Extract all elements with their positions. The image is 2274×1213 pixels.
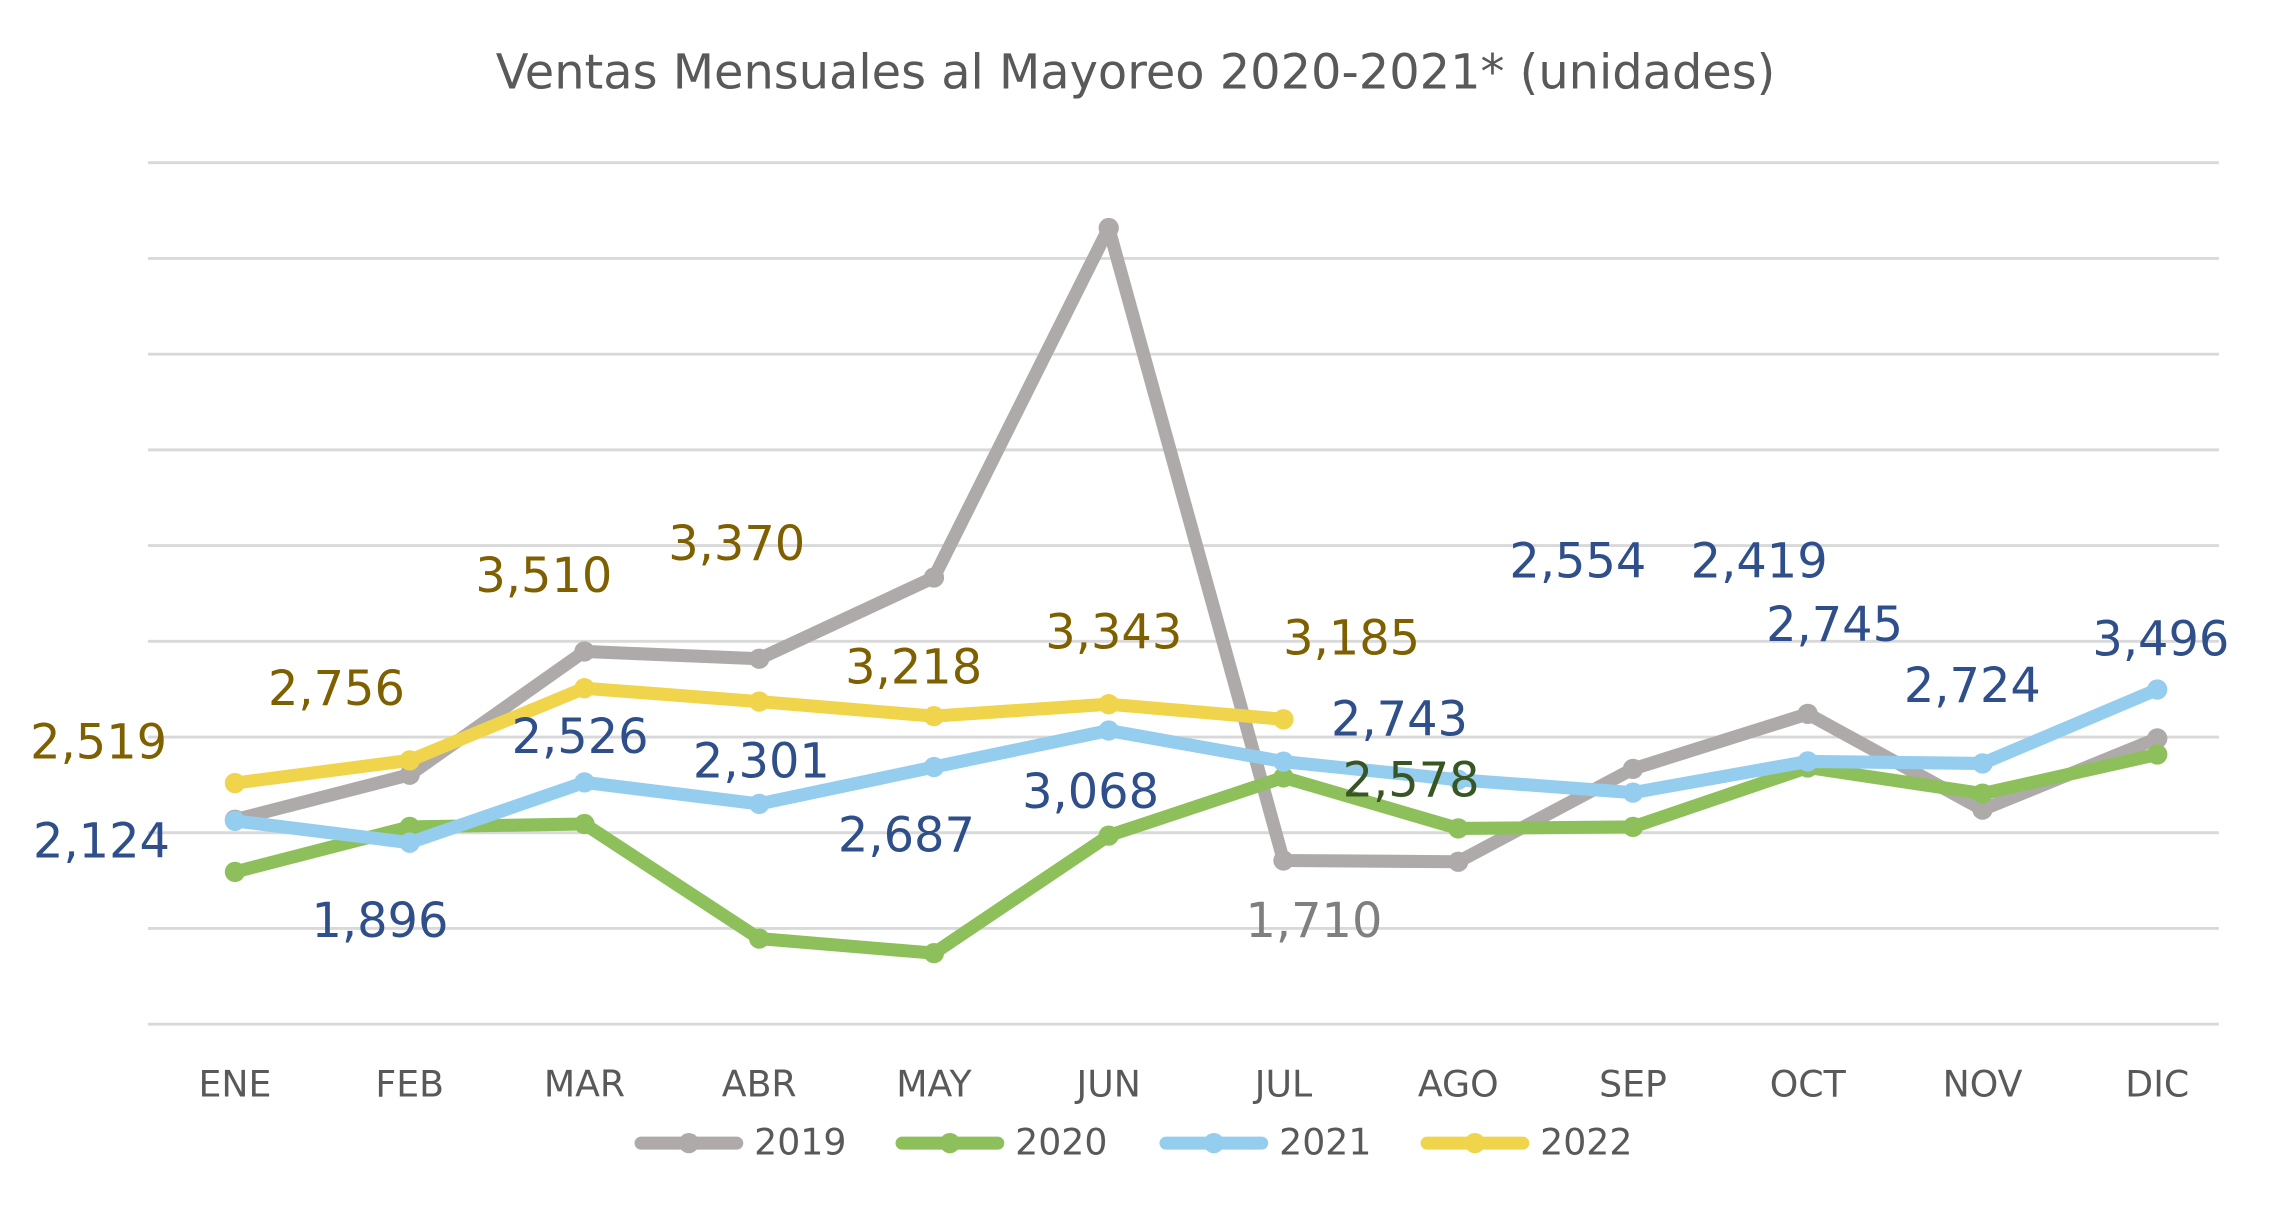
data-label: 1,710	[1245, 894, 1382, 949]
data-label: 2,526	[512, 710, 649, 765]
data-label: 2,687	[838, 809, 975, 864]
data-label: 2,301	[693, 735, 830, 790]
data-label: 2,745	[1766, 598, 1903, 653]
x-tick-label: MAY	[896, 1063, 972, 1106]
series-point	[224, 772, 246, 794]
data-label: 3,218	[845, 640, 982, 695]
legend-swatch-point	[939, 1132, 961, 1154]
data-label: 2,519	[30, 716, 167, 771]
series-point	[1273, 709, 1294, 730]
x-tick-label: NOV	[1943, 1063, 2023, 1106]
series-point	[1797, 703, 1818, 725]
x-tick-label: FEB	[375, 1063, 444, 1106]
series-point	[1972, 783, 1993, 804]
legend-label: 2022	[1540, 1121, 1632, 1164]
series-point	[1448, 769, 1469, 790]
series-point	[399, 750, 420, 771]
series-point	[1273, 751, 1294, 772]
series-point	[1972, 799, 1993, 820]
series-line	[228, 747, 2164, 960]
series-point	[2147, 679, 2168, 700]
x-tick-label: JUN	[1075, 1063, 1141, 1106]
series-point	[1797, 751, 1818, 772]
series-point	[749, 793, 770, 815]
series-point	[399, 832, 420, 853]
series-point	[923, 756, 945, 778]
series-point	[574, 678, 595, 699]
series-point	[1622, 758, 1644, 780]
series-point	[1622, 782, 1644, 803]
data-label: 3,185	[1283, 611, 1420, 666]
series-point	[224, 810, 246, 832]
legend-label: 2021	[1279, 1121, 1371, 1164]
series-point	[574, 772, 595, 793]
data-label: 3,068	[1022, 765, 1159, 820]
chart-title: Ventas Mensuales al Mayoreo 2020-2021* (…	[496, 46, 1776, 101]
series-point	[1448, 851, 1469, 872]
series-point	[1273, 850, 1294, 871]
series-point	[399, 764, 420, 785]
data-label: 2,578	[1343, 753, 1480, 808]
x-tick-label: AGO	[1418, 1063, 1499, 1106]
x-tick-label: JUL	[1253, 1063, 1312, 1106]
data-label: 3,510	[475, 549, 612, 604]
series-point	[923, 942, 945, 964]
series-point	[749, 691, 770, 712]
series-point	[1273, 767, 1294, 788]
data-label: 2,724	[1904, 659, 2041, 714]
series-point	[1098, 217, 1119, 239]
legend-swatch-point	[1464, 1132, 1486, 1154]
series-point	[1098, 720, 1119, 741]
series-point	[574, 641, 595, 662]
x-tick-label: MAR	[544, 1063, 625, 1106]
series-line	[228, 683, 2164, 850]
data-label: 3,370	[668, 517, 805, 572]
series-line	[228, 221, 2164, 869]
x-tick-label: ENE	[198, 1063, 271, 1106]
data-label: 1,896	[311, 894, 448, 949]
series-point	[1972, 753, 1993, 774]
data-label: 2,756	[268, 662, 405, 717]
data-label: 2,419	[1691, 534, 1828, 589]
series-point	[923, 567, 945, 588]
x-tick-label: DIC	[2125, 1063, 2189, 1106]
x-tick-label: ABR	[722, 1063, 797, 1106]
series-point	[1622, 816, 1644, 838]
series-point	[923, 706, 945, 727]
series-point	[399, 816, 420, 838]
series-point	[1098, 825, 1119, 846]
data-label: 2,743	[1331, 693, 1468, 748]
series-point	[749, 648, 770, 669]
series-point	[224, 861, 246, 883]
series-point	[2147, 728, 2168, 749]
series-point	[2147, 744, 2168, 765]
data-label: 2,554	[1509, 534, 1646, 589]
data-label: 2,124	[33, 814, 170, 869]
data-label: 3,343	[1045, 606, 1182, 661]
legend-swatch-point	[678, 1132, 700, 1154]
legend-swatch-point	[1203, 1132, 1225, 1154]
x-tick-label: SEP	[1599, 1063, 1667, 1106]
data-label: 3,496	[2092, 613, 2229, 668]
legend-label: 2020	[1015, 1121, 1107, 1164]
series-point	[749, 928, 770, 949]
legend-label: 2019	[754, 1121, 846, 1164]
series-point	[574, 813, 595, 835]
x-tick-label: OCT	[1770, 1063, 1847, 1106]
series-point	[1448, 818, 1469, 839]
series-point	[1098, 694, 1119, 715]
